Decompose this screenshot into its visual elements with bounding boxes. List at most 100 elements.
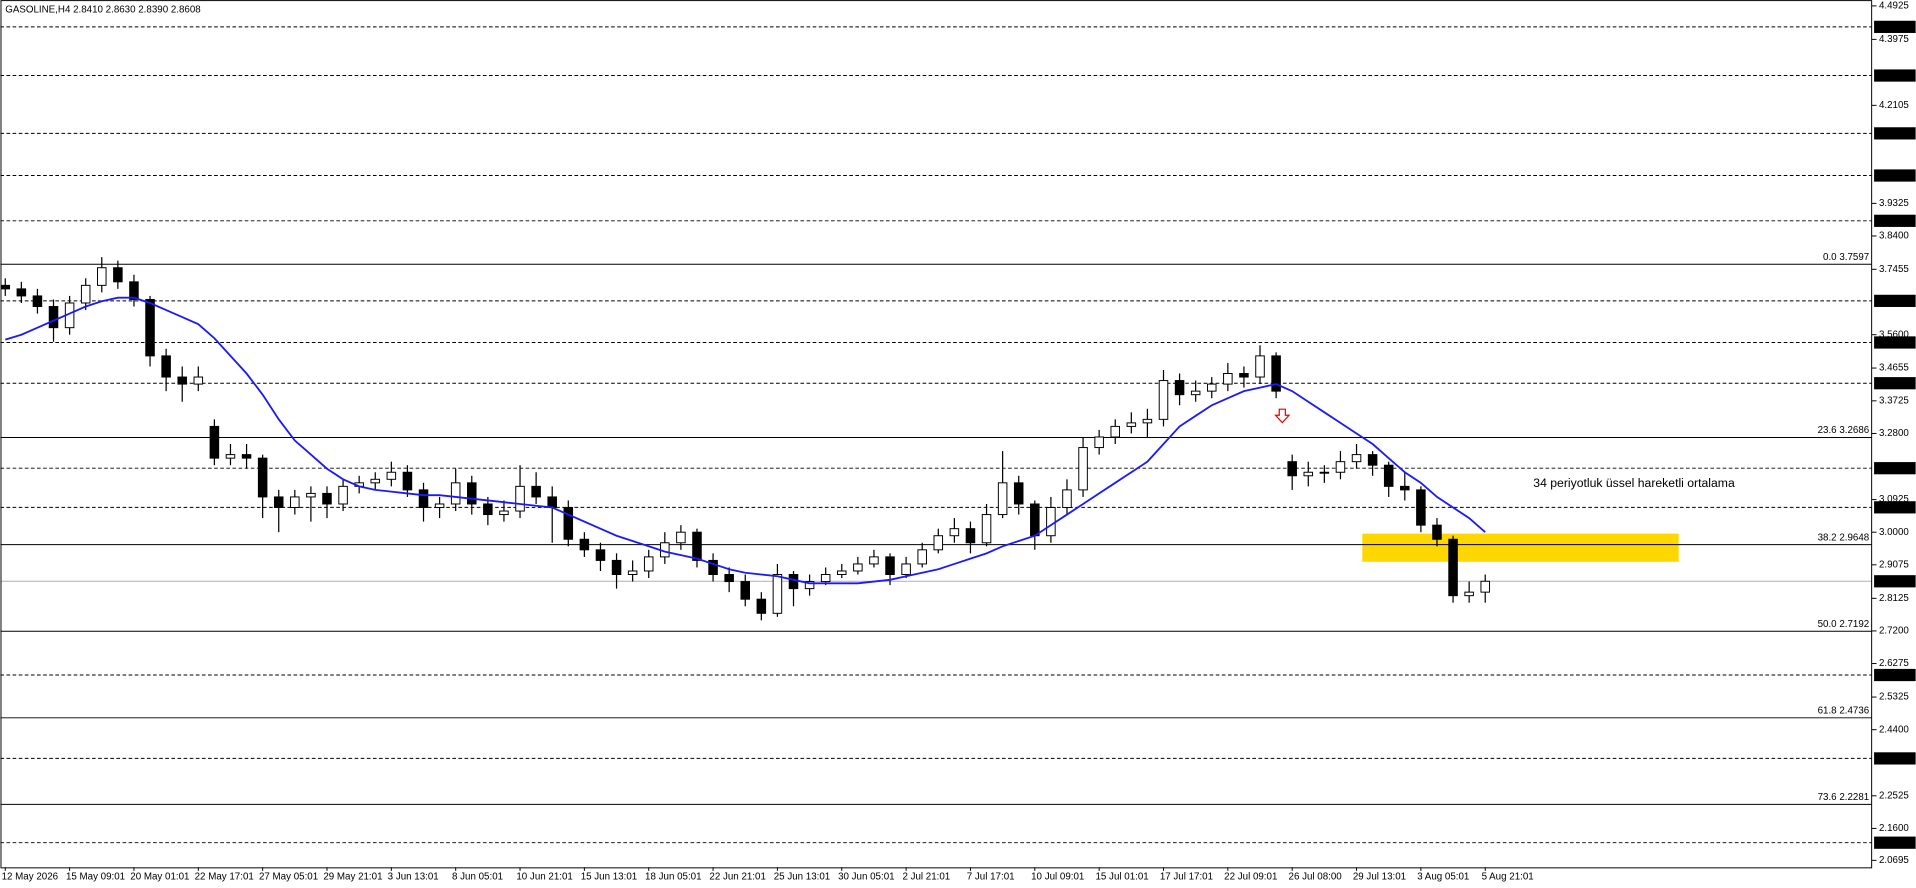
level-label: 3.6560 bbox=[1878, 295, 1908, 306]
fib-level: 23.6 bbox=[1818, 425, 1837, 436]
candle-body bbox=[1142, 418, 1153, 424]
candle-body bbox=[0, 284, 11, 290]
candle-body bbox=[933, 535, 944, 551]
plot-frame bbox=[0, 0, 1873, 869]
candle-body bbox=[1078, 447, 1088, 491]
fib-level: 61.8 bbox=[1818, 705, 1837, 716]
ema-line bbox=[4, 296, 1486, 585]
candle-body bbox=[1351, 454, 1362, 463]
level-label-box bbox=[1874, 69, 1916, 82]
candle-body bbox=[643, 556, 654, 572]
candle-body bbox=[1416, 489, 1426, 526]
y-tick-label: 3.8400 bbox=[1879, 231, 1909, 242]
candle-body bbox=[917, 549, 927, 565]
candle-body bbox=[837, 570, 847, 576]
level-label-box bbox=[1874, 752, 1916, 765]
candle-body bbox=[1448, 538, 1458, 597]
y-tick-label: 2.1600 bbox=[1879, 823, 1909, 834]
candle-body bbox=[499, 510, 509, 516]
candle-body bbox=[48, 306, 59, 329]
candle-body bbox=[225, 454, 236, 459]
level-label-box bbox=[1874, 169, 1916, 182]
level-label-box bbox=[1874, 20, 1916, 33]
x-tick-label: 20 May 01:01 bbox=[130, 872, 189, 883]
y-tick-label: 2.0695 bbox=[1879, 855, 1909, 866]
candle-body bbox=[32, 295, 43, 307]
fib-price: 3.7597 bbox=[1839, 252, 1869, 263]
level-label: 3.4225 bbox=[1878, 378, 1908, 389]
y-tick-label: 2.4400 bbox=[1879, 724, 1909, 735]
candle-body bbox=[1223, 373, 1233, 385]
candle-body bbox=[1062, 489, 1072, 509]
x-tick-label: 10 Jul 09:01 bbox=[1031, 872, 1084, 883]
x-tick-label: 26 Jul 08:00 bbox=[1289, 872, 1343, 883]
fib-price: 3.2686 bbox=[1839, 425, 1869, 436]
candle-body bbox=[1464, 591, 1474, 597]
level-label-box bbox=[1874, 462, 1916, 475]
sell-arrow bbox=[1274, 408, 1291, 424]
candle-body bbox=[869, 556, 879, 565]
candle-body bbox=[193, 376, 204, 385]
candle-body bbox=[161, 355, 171, 378]
x-tick-label: 8 Jun 05:01 bbox=[452, 872, 503, 883]
level-label: 2.3585 bbox=[1878, 753, 1908, 764]
y-tick-label: 4.3975 bbox=[1879, 34, 1909, 45]
candle-body bbox=[1126, 422, 1137, 427]
x-tick-label: 29 May 21:01 bbox=[323, 872, 382, 883]
candle-body bbox=[772, 574, 783, 614]
candle-body bbox=[981, 514, 992, 544]
level-label: 4.2950 bbox=[1878, 70, 1908, 81]
x-tick-label: 22 Jul 09:01 bbox=[1224, 872, 1277, 883]
level-label: 3.1815 bbox=[1878, 463, 1908, 474]
x-tick-label: 12 May 2026 bbox=[2, 872, 58, 883]
x-tick-label: 15 Jul 01:01 bbox=[1095, 872, 1148, 883]
x-tick-label: 22 May 17:01 bbox=[195, 872, 254, 883]
candle-body bbox=[1174, 380, 1185, 396]
chart-title: GASOLINE,H4 2.8410 2.8630 2.8390 2.8608 bbox=[5, 4, 200, 15]
candle-body bbox=[209, 425, 220, 459]
y-tick-label: 3.7455 bbox=[1879, 264, 1909, 275]
candle-body bbox=[483, 503, 493, 516]
candle-body bbox=[611, 559, 622, 576]
level-label-box bbox=[1874, 127, 1916, 140]
fib-price: 2.4736 bbox=[1839, 705, 1869, 716]
y-tick-label: 2.5325 bbox=[1879, 692, 1909, 703]
candle-body bbox=[1158, 380, 1169, 420]
candle-body bbox=[1030, 503, 1040, 537]
candle-body bbox=[80, 284, 91, 304]
level-label: 2.1195 bbox=[1878, 837, 1908, 848]
level-label-box bbox=[1874, 336, 1916, 349]
candle-body bbox=[434, 503, 445, 509]
candle-body bbox=[627, 570, 638, 576]
x-tick-label: 25 Jun 13:01 bbox=[774, 872, 830, 883]
x-tick-label: 17 Jul 17:01 bbox=[1160, 872, 1213, 883]
level-label: 3.0705 bbox=[1878, 502, 1908, 513]
y-tick-label: 2.8125 bbox=[1879, 593, 1909, 604]
candle-body bbox=[273, 496, 284, 509]
candle-body bbox=[724, 574, 734, 583]
candle-body bbox=[1046, 507, 1056, 537]
candle-body bbox=[547, 496, 557, 509]
candle-body bbox=[306, 492, 316, 498]
fib-price: 2.2281 bbox=[1839, 792, 1869, 803]
candle-body bbox=[1383, 464, 1394, 487]
y-tick-label: 3.5600 bbox=[1879, 329, 1909, 340]
level-label-box bbox=[1874, 377, 1916, 390]
x-tick-label: 3 Jun 13:01 bbox=[388, 872, 439, 883]
level-label-box bbox=[1874, 836, 1916, 849]
candle-body bbox=[531, 485, 541, 498]
candle-body bbox=[756, 598, 767, 614]
level-label: 4.0115 bbox=[1878, 170, 1908, 181]
y-tick-label: 2.7200 bbox=[1879, 626, 1909, 637]
x-tick-label: 27 May 05:01 bbox=[259, 872, 318, 883]
fib-label: 38.2 2.9648 bbox=[1818, 532, 1870, 543]
candle-body bbox=[1239, 373, 1249, 378]
fib-label: 73.6 2.2281 bbox=[1818, 792, 1870, 803]
candle-body bbox=[1432, 524, 1442, 540]
candle-body bbox=[257, 457, 268, 498]
fib-level: 0.0 bbox=[1823, 252, 1837, 263]
level-label: 4.1310 bbox=[1878, 128, 1908, 139]
candle-body bbox=[965, 528, 976, 544]
candle-body bbox=[949, 528, 960, 537]
level-label: 4.4330 bbox=[1878, 21, 1908, 32]
